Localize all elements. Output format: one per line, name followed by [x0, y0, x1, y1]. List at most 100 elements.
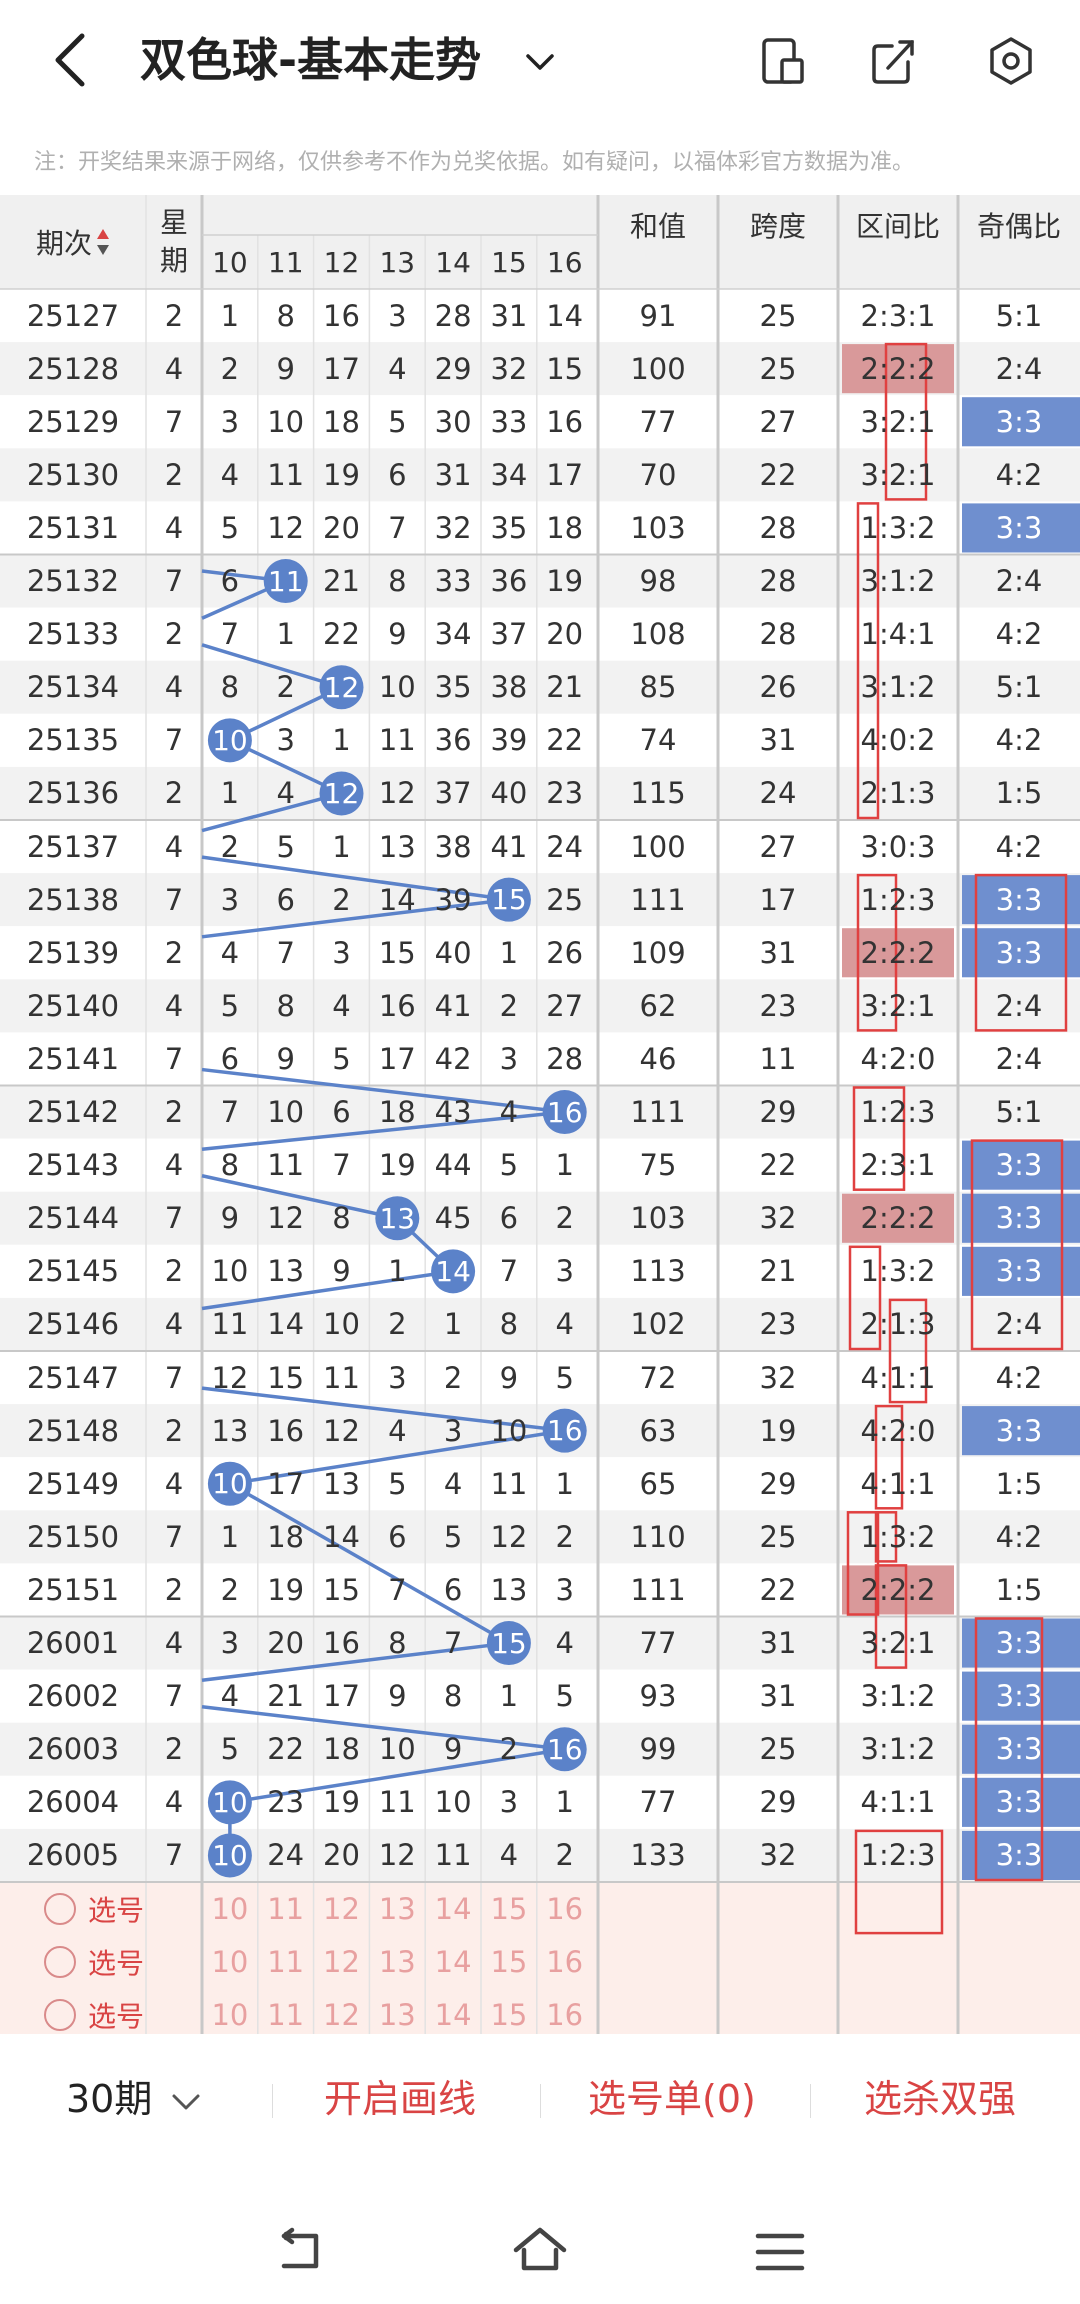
- ball-marker: [319, 665, 364, 710]
- span-cell: 19: [759, 1413, 797, 1448]
- ball-column-header: 14: [435, 245, 471, 279]
- annotation-box: [874, 1404, 904, 1510]
- row-background: [0, 395, 1080, 449]
- period-select[interactable]: 30期: [66, 2074, 202, 2124]
- select-number[interactable]: 15: [490, 1944, 528, 1979]
- ball-miss-value: 20: [323, 1838, 360, 1873]
- zone-ratio-cell: 1:3:2: [860, 1254, 936, 1289]
- chevron-down-icon[interactable]: [522, 44, 558, 80]
- zone-ratio-cell: 4:0:2: [860, 723, 936, 758]
- row-background: [0, 1032, 1080, 1086]
- select-number[interactable]: 11: [267, 1997, 305, 2032]
- select-number[interactable]: 12: [323, 1891, 360, 1926]
- pick-list-button[interactable]: 选号单(0): [588, 2077, 756, 2121]
- home-nav-icon[interactable]: [512, 2224, 568, 2280]
- select-number[interactable]: 10: [211, 1944, 249, 1979]
- select-number[interactable]: 11: [267, 1944, 305, 1979]
- ball-marker: [486, 877, 531, 922]
- ball-miss-value: 20: [323, 510, 360, 545]
- select-number[interactable]: 16: [546, 1997, 584, 2032]
- ball-miss-value: 24: [267, 1838, 305, 1873]
- select-number[interactable]: 15: [490, 1891, 528, 1926]
- odd-even-cell: 3:3: [995, 1626, 1043, 1661]
- ball-miss-value: 5: [220, 988, 240, 1023]
- weekday-cell: 7: [164, 1201, 184, 1236]
- select-number[interactable]: 15: [490, 1997, 528, 2032]
- select-number[interactable]: 13: [378, 1891, 416, 1926]
- period-cell: 25147: [26, 1360, 120, 1395]
- odd-even-cell: 3:3: [995, 935, 1043, 970]
- odd-even-cell: 3:3: [995, 1201, 1043, 1236]
- trend-segment: [201, 897, 510, 939]
- weekday-cell: 2: [164, 776, 184, 811]
- select-number[interactable]: 10: [211, 1997, 249, 2032]
- select-row[interactable]: 选号: [0, 1988, 202, 2041]
- zone-ratio-cell: 1:3:2: [860, 510, 936, 545]
- select-number[interactable]: 14: [434, 1997, 472, 2032]
- annotation-box: [856, 502, 880, 820]
- ball-miss-value: 11: [490, 1466, 528, 1501]
- share-icon[interactable]: [868, 36, 918, 86]
- select-number[interactable]: 12: [323, 1997, 360, 2032]
- ball-miss-value: 36: [434, 723, 472, 758]
- ball-miss-value: 31: [490, 298, 528, 333]
- select-row[interactable]: 选号: [0, 1935, 202, 1988]
- ball-miss-value: 8: [220, 670, 240, 705]
- zone-ratio-cell: 4:2:0: [860, 1413, 936, 1448]
- select-number[interactable]: 14: [434, 1891, 472, 1926]
- select-number[interactable]: 13: [378, 1997, 416, 2032]
- span-cell: 31: [759, 723, 797, 758]
- ball-miss-value: 2: [220, 829, 240, 864]
- page-title[interactable]: 双色球-基本走势: [140, 33, 482, 87]
- ball-miss-value: 18: [267, 1519, 305, 1554]
- select-number[interactable]: 13: [378, 1944, 416, 1979]
- annotation-box: [856, 873, 898, 1032]
- weekday-cell: 2: [164, 1572, 184, 1607]
- ball-miss-value: 2: [276, 670, 295, 705]
- radio-circle-icon[interactable]: [44, 1892, 76, 1925]
- ball-miss-value: 10: [211, 1254, 249, 1289]
- ball-miss-value: 21: [267, 1679, 305, 1714]
- period-cell: 25136: [26, 776, 120, 811]
- span-cell: 23: [759, 1307, 797, 1342]
- draw-line-button[interactable]: 开启画线: [324, 2077, 477, 2121]
- ball-miss-value: 21: [323, 564, 360, 599]
- back-icon[interactable]: [50, 30, 90, 90]
- annotation-box: [852, 1086, 906, 1191]
- ball-miss-value: 23: [546, 776, 584, 811]
- select-row-label: 选号: [88, 1893, 145, 1927]
- odd-even-cell: 3:3: [995, 1732, 1043, 1767]
- ball-miss-value: 15: [546, 351, 584, 386]
- ball-hit-number: 10: [212, 1785, 248, 1819]
- sum-cell: 133: [630, 1838, 686, 1873]
- trend-segment: [229, 1747, 565, 1805]
- radio-circle-icon[interactable]: [44, 1998, 76, 2031]
- ball-miss-value: 9: [388, 1679, 407, 1714]
- menu-nav-icon[interactable]: [752, 2224, 808, 2280]
- ball-miss-value: 2: [388, 1307, 407, 1342]
- settings-icon[interactable]: [986, 36, 1036, 86]
- period-cell: 25132: [26, 564, 120, 599]
- span-cell: 21: [759, 1254, 797, 1289]
- select-number[interactable]: 11: [267, 1891, 305, 1926]
- select-number[interactable]: 16: [546, 1944, 584, 1979]
- select-number[interactable]: 16: [546, 1891, 584, 1926]
- radio-circle-icon[interactable]: [44, 1945, 76, 1978]
- ball-miss-value: 9: [220, 1201, 240, 1236]
- ball-miss-value: 3: [555, 1572, 574, 1607]
- back-nav-icon[interactable]: [272, 2224, 328, 2280]
- sort-icon[interactable]: [96, 227, 110, 257]
- ball-miss-value: 16: [323, 298, 360, 333]
- select-number[interactable]: 12: [323, 1944, 360, 1979]
- select-number[interactable]: 14: [434, 1944, 472, 1979]
- phone-pad-icon[interactable]: [758, 36, 808, 86]
- row-background: [0, 607, 1080, 661]
- ball-miss-value: 2: [555, 1838, 574, 1873]
- filter-button[interactable]: 选杀双强: [864, 2077, 1017, 2121]
- ball-marker: [431, 1249, 476, 1294]
- ball-miss-value: 44: [434, 1148, 472, 1183]
- select-row[interactable]: 选号: [0, 1882, 202, 1935]
- select-number[interactable]: 10: [211, 1891, 249, 1926]
- period-cell: 25134: [26, 670, 120, 705]
- ball-miss-value: 8: [443, 1679, 463, 1714]
